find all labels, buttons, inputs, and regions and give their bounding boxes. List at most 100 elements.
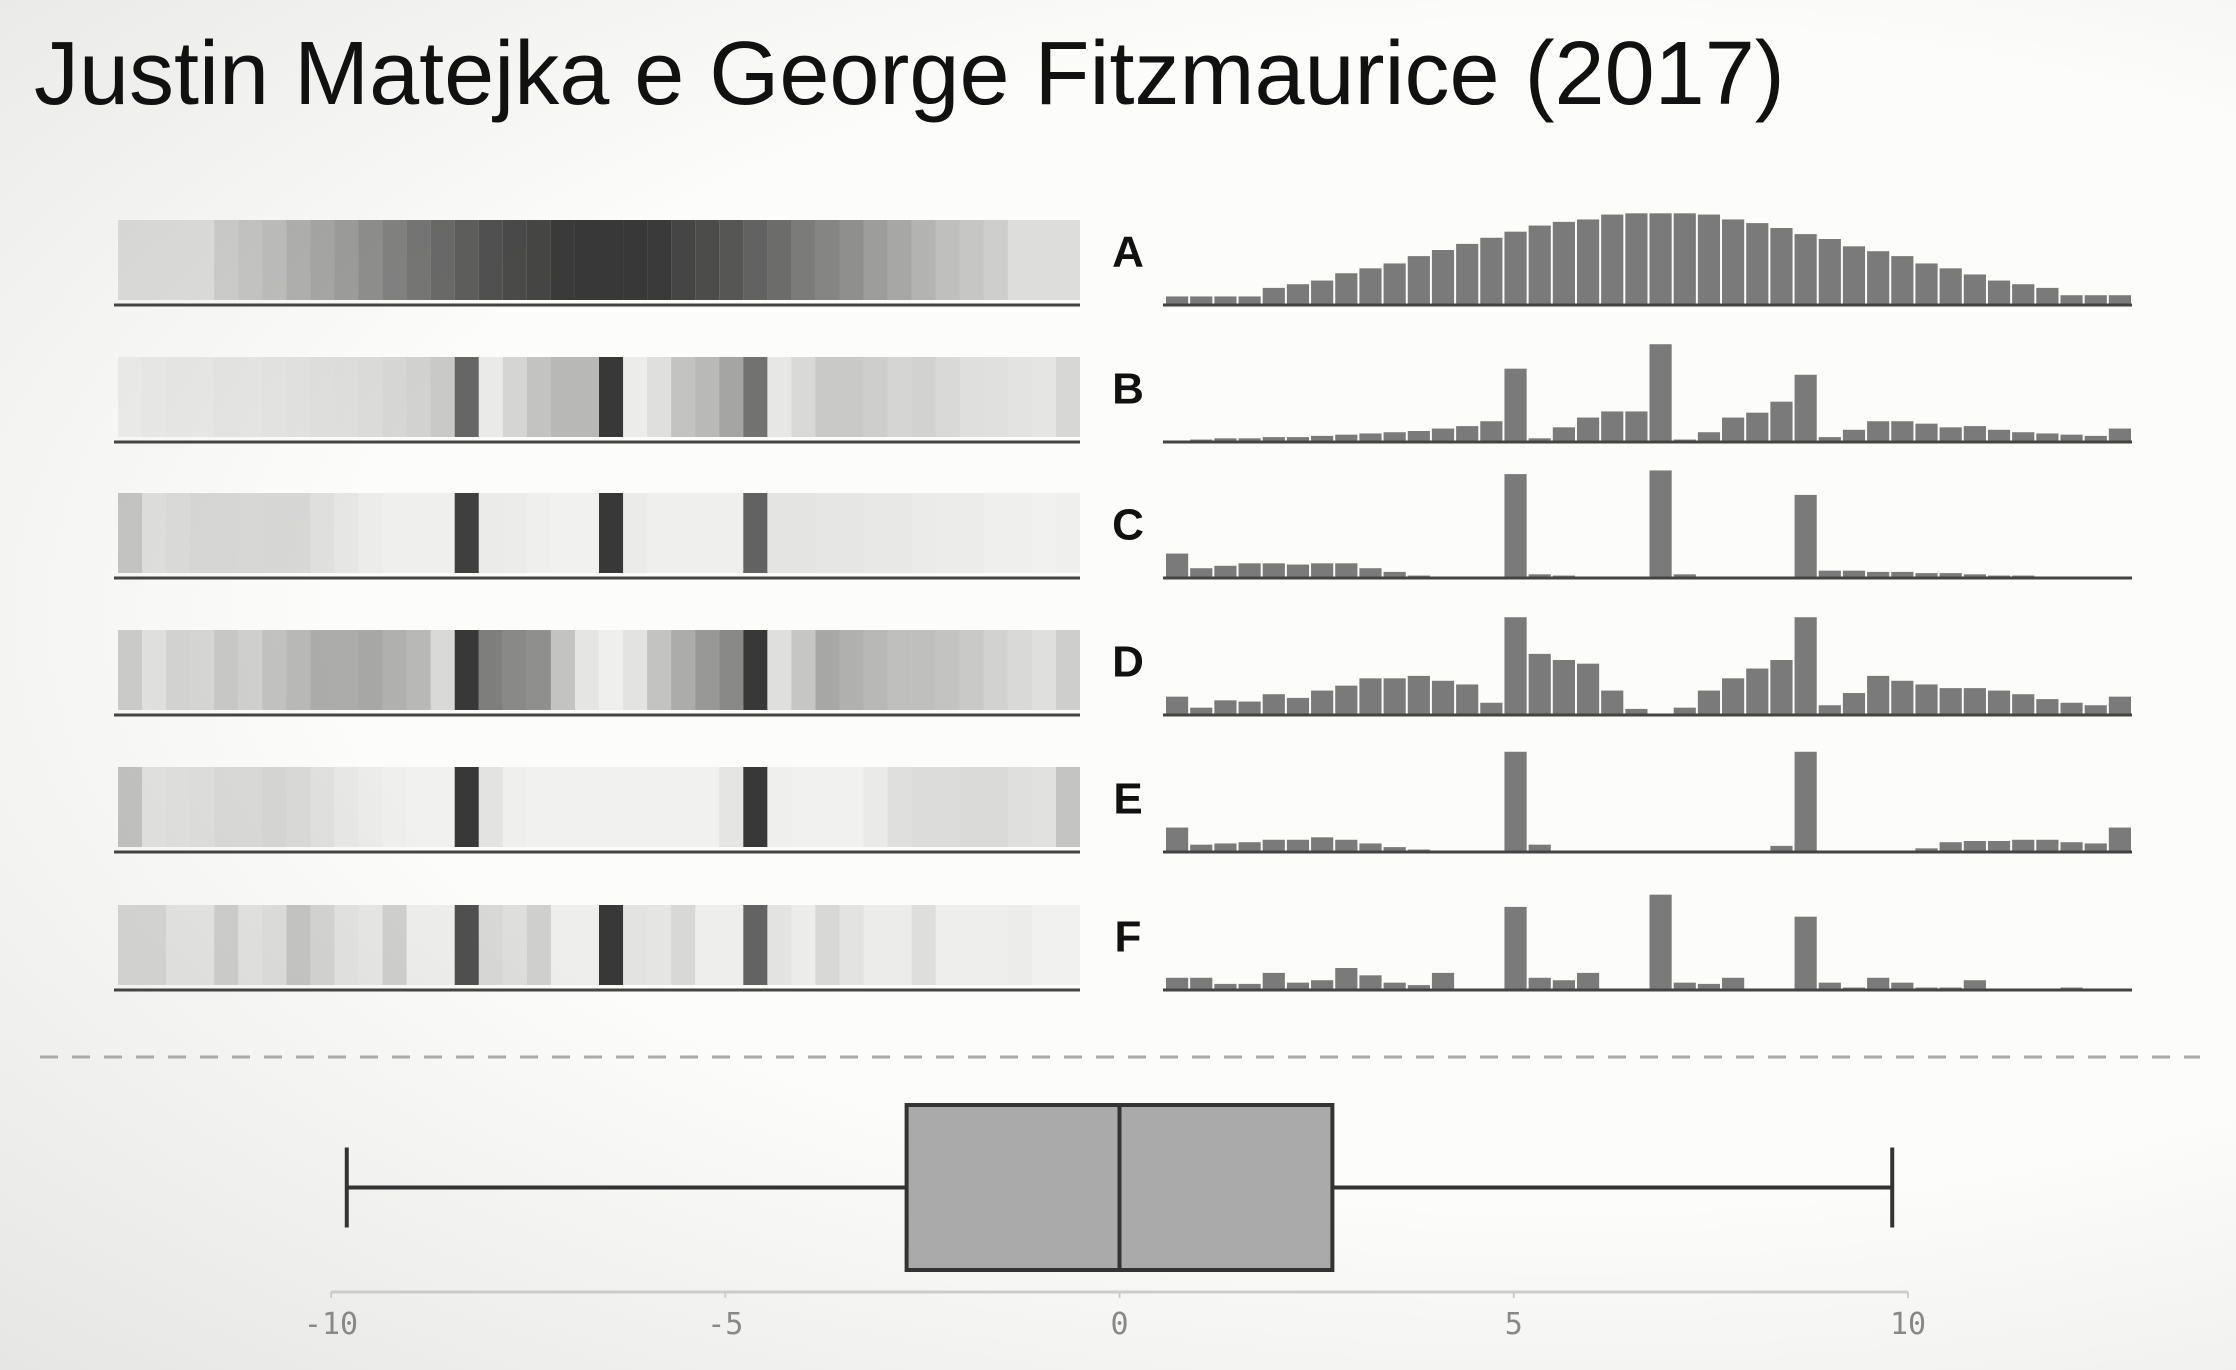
histogram-bar	[1528, 225, 1551, 305]
histogram-bar	[2108, 827, 2131, 852]
strip-density	[743, 493, 768, 573]
x-tick-label: 10	[1890, 1307, 1926, 1342]
strip-density	[887, 220, 912, 300]
strip-density	[262, 357, 287, 437]
strip-density	[262, 220, 287, 300]
histogram-bar	[1480, 237, 1503, 305]
strip-density	[863, 630, 888, 710]
strip-density	[406, 220, 431, 300]
histogram-bar	[1359, 268, 1382, 305]
strip-density	[647, 357, 672, 437]
strip-density	[911, 767, 936, 847]
strip-density	[863, 767, 888, 847]
strip-density	[310, 357, 335, 437]
histogram-bar	[1722, 219, 1745, 305]
strip-density	[719, 905, 744, 985]
strip-density	[214, 493, 239, 573]
histogram-bar	[1673, 982, 1696, 990]
strip-density	[815, 905, 840, 985]
histogram-bar	[1359, 678, 1382, 715]
strip-density	[791, 493, 816, 573]
histogram-bar	[1431, 428, 1455, 442]
strip-density	[574, 493, 599, 573]
strip-density	[959, 357, 984, 437]
strip-density	[406, 493, 431, 573]
strip-density	[959, 220, 984, 300]
histogram-bar	[1697, 214, 1721, 305]
histogram-bar	[1311, 280, 1334, 305]
strip-density	[142, 767, 167, 847]
strip-density	[959, 493, 984, 573]
strip-density	[574, 905, 599, 985]
strip-density	[983, 357, 1008, 437]
histogram-bar	[1552, 427, 1575, 442]
strip-density	[719, 767, 744, 847]
strip-density	[863, 905, 888, 985]
histogram-bar	[1528, 977, 1551, 990]
strip-density	[839, 630, 864, 710]
strip-density	[791, 220, 816, 300]
strip-density	[118, 905, 143, 985]
histogram-bar	[2108, 295, 2131, 305]
strip-density	[599, 220, 624, 300]
strip-density	[574, 630, 599, 710]
histogram-bar	[1238, 563, 1261, 578]
strip-density	[550, 630, 575, 710]
strip-density	[478, 357, 503, 437]
strip-density	[526, 905, 551, 985]
histogram-bar	[1335, 563, 1358, 578]
strip-density	[214, 630, 239, 710]
strip-density	[286, 767, 311, 847]
strip-density	[623, 905, 648, 985]
strip-density	[599, 767, 624, 847]
histogram-bar	[1190, 844, 1213, 852]
strip-density	[502, 220, 527, 300]
dataset-label: D	[1112, 638, 1144, 687]
histogram-bar	[1311, 980, 1334, 990]
strip-density	[647, 767, 672, 847]
strip-density	[599, 630, 624, 710]
strip-density	[382, 905, 407, 985]
histogram-bar	[1794, 916, 1817, 990]
histogram-bar	[1842, 246, 1866, 305]
histogram-bar	[1746, 223, 1769, 305]
strip-density	[454, 630, 479, 710]
strip-density	[671, 630, 696, 710]
strip-density	[935, 357, 960, 437]
histogram-bar	[1190, 568, 1213, 578]
histogram-bar	[1552, 660, 1575, 715]
strip-density	[1031, 493, 1056, 573]
histogram-bar	[1286, 284, 1310, 305]
strip-density	[238, 905, 263, 985]
strip-density	[190, 357, 215, 437]
strip-density	[430, 357, 455, 437]
histogram-bar	[1891, 982, 1914, 990]
histogram-bar	[2108, 428, 2131, 442]
strip-density	[286, 905, 311, 985]
strip-density	[454, 493, 479, 573]
histogram-bar	[1842, 570, 1866, 578]
strip-density	[887, 905, 912, 985]
strip-density	[430, 767, 455, 847]
histogram-bar	[2036, 433, 2059, 442]
strip-density	[983, 905, 1008, 985]
histogram-bar	[1963, 574, 1986, 578]
histogram-bar	[1504, 474, 1527, 578]
strip-density	[719, 220, 744, 300]
strip-density	[1055, 905, 1080, 985]
histogram-bar	[1794, 494, 1817, 578]
histogram-bar	[1190, 707, 1213, 715]
histogram-bar	[1601, 411, 1624, 442]
histogram-bar	[1722, 977, 1745, 990]
strip-density	[623, 220, 648, 300]
histogram-bar	[1262, 437, 1285, 442]
histogram-bar	[1939, 842, 1962, 852]
histogram-bar	[1383, 263, 1406, 305]
histogram-bar	[1915, 684, 1938, 715]
strip-density	[334, 220, 359, 300]
strip-density	[118, 357, 143, 437]
histogram-bar	[1480, 702, 1503, 715]
strip-density	[430, 905, 455, 985]
strip-density	[1055, 493, 1080, 573]
strip-density	[238, 357, 263, 437]
